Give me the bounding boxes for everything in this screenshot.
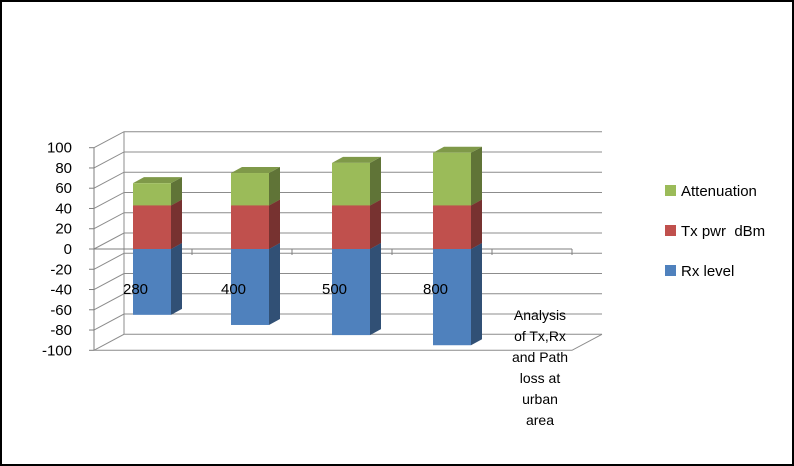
y-tick-label: -60 — [50, 302, 72, 319]
bar-top-face — [231, 167, 280, 174]
legend-swatch-rx-level — [665, 265, 676, 276]
legend-label-rx-level: Rx level — [681, 263, 734, 280]
annotation-line: loss at — [520, 370, 561, 386]
bar-top-face — [433, 146, 482, 153]
bar-front-face — [433, 152, 471, 206]
x-tick-label: 280 — [123, 281, 148, 298]
bar-front-face — [433, 205, 471, 249]
bar-tx-pwr-dbm-280 — [133, 199, 182, 249]
bar-side-face — [171, 177, 182, 206]
bar-attenuation-500 — [332, 156, 381, 206]
bar-tx-pwr-dbm-800 — [433, 199, 482, 249]
annotation-line: urban — [522, 391, 558, 407]
axis-annotation: Analysis of Tx,Rx and Path loss at urban… — [512, 307, 568, 428]
bar-side-face — [269, 167, 280, 206]
legend: Attenuation Tx pwr dBm Rx level — [665, 183, 765, 280]
bar-attenuation-400 — [231, 167, 280, 206]
annotation-line: Analysis — [514, 307, 566, 323]
y-tick-label: 60 — [55, 180, 72, 197]
x-tick-label: 500 — [322, 281, 347, 298]
legend-swatch-tx-pwr — [665, 225, 676, 236]
bar-top-face — [133, 177, 182, 184]
y-axis-ticks: 100 80 60 40 20 0 -20 -40 -60 -80 -100 — [42, 140, 72, 360]
bar-tx-pwr-dbm-400 — [231, 199, 280, 249]
bar-side-face — [171, 199, 182, 249]
bar-top-face — [332, 156, 381, 163]
legend-label-attenuation: Attenuation — [681, 183, 757, 200]
x-axis-ticks: 280 400 500 800 — [123, 281, 448, 298]
y-tick-label: 40 — [55, 200, 72, 217]
bar-front-face — [332, 162, 370, 206]
bar-side-face — [269, 199, 280, 249]
legend-label-tx-pwr: Tx pwr dBm — [681, 223, 765, 240]
bar-front-face — [433, 249, 471, 346]
y-tick-label: 0 — [64, 241, 72, 258]
bar-front-face — [133, 205, 171, 249]
bar-attenuation-280 — [133, 177, 182, 206]
bars — [133, 146, 482, 346]
bar-tx-pwr-dbm-500 — [332, 199, 381, 249]
bar-front-face — [231, 173, 269, 206]
y-tick-label: 100 — [47, 140, 72, 157]
annotation-line: and Path — [512, 349, 568, 365]
bar-side-face — [269, 243, 280, 325]
x-tick-label: 800 — [423, 281, 448, 298]
bar-side-face — [370, 243, 381, 336]
bar-front-face — [332, 205, 370, 249]
y-tick-label: -20 — [50, 261, 72, 278]
bar-front-face — [231, 249, 269, 325]
bar-side-face — [370, 156, 381, 206]
bar-front-face — [231, 205, 269, 249]
y-tick-label: -40 — [50, 282, 72, 299]
bar-side-face — [370, 199, 381, 249]
bar-attenuation-800 — [433, 146, 482, 206]
gridline — [93, 131, 602, 149]
bar-front-face — [133, 183, 171, 206]
floor-edge — [94, 333, 603, 351]
bar-side-face — [171, 243, 182, 315]
annotation-line: of Tx,Rx — [514, 328, 566, 344]
bar-rx-level-500 — [332, 243, 381, 336]
legend-swatch-attenuation — [665, 185, 676, 196]
bar-side-face — [471, 199, 482, 249]
bar-rx-level-280 — [133, 243, 182, 315]
bar-front-face — [133, 249, 171, 315]
y-tick-label: -100 — [42, 342, 72, 359]
x-tick-label: 400 — [221, 281, 246, 298]
y-tick-label: 20 — [55, 221, 72, 238]
bar-front-face — [332, 249, 370, 336]
annotation-line: area — [526, 412, 554, 428]
bar-side-face — [471, 243, 482, 346]
bar-rx-level-800 — [433, 243, 482, 346]
y-tick-label: -80 — [50, 322, 72, 339]
y-tick-label: 80 — [55, 160, 72, 177]
bar-side-face — [471, 146, 482, 206]
